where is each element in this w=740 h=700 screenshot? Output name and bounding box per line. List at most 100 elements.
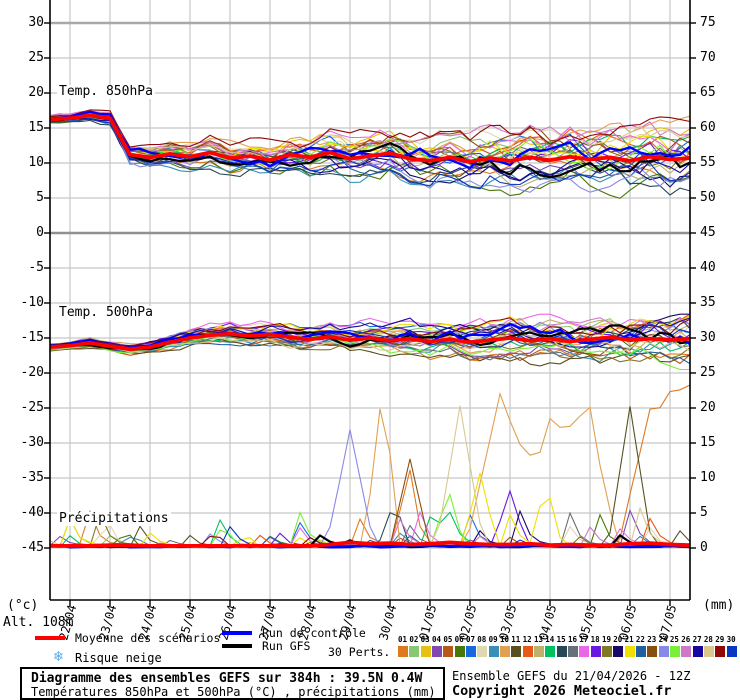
pert-number: 30 [726, 635, 736, 644]
copyright-label: Copyright 2026 Meteociel.fr [452, 683, 672, 699]
pert-number: 26 [681, 635, 691, 644]
y-right-tick-label: 15 [700, 435, 716, 450]
series-precip-pert-24 [50, 429, 690, 548]
pert-number: 08 [477, 635, 487, 644]
pert-color-swatch [647, 646, 658, 657]
ensemble-series [50, 109, 690, 549]
y-left-tick-label: 5 [36, 190, 44, 205]
y-right-tick-label: 65 [700, 85, 716, 100]
y-left-tick-label: 15 [28, 120, 44, 135]
series-precip-pert-21 [50, 472, 690, 548]
footer-info-box: Diagramme des ensembles GEFS sur 384h : … [20, 667, 445, 700]
pert-color-swatch [579, 646, 590, 657]
pert-number: 04 [431, 635, 442, 644]
pert-number: 25 [669, 635, 679, 644]
pert-number: 06 [454, 635, 464, 644]
y-right-tick-label: 20 [700, 400, 716, 415]
pert-color-swatch [431, 646, 442, 657]
right-axis-unit: (mm) [703, 598, 735, 613]
panel-label-precip: Précipitations [57, 511, 171, 526]
series-temp500-mean [50, 331, 690, 352]
pert-color-swatch [420, 646, 431, 657]
series-temp850-gfs [50, 114, 690, 179]
y-left-tick-label: -15 [20, 330, 44, 345]
y-left-tick-label: -30 [20, 435, 44, 450]
y-left-tick-label: -45 [20, 540, 44, 555]
pert-color-swatch [545, 646, 556, 657]
series-temp500-pert-27 [50, 317, 690, 348]
pert-number: 03 [420, 635, 430, 644]
pert-color-swatch [499, 646, 510, 657]
axes [44, 0, 696, 606]
pert-color-swatch [533, 646, 544, 657]
y-right-tick-label: 60 [700, 120, 716, 135]
pert-number: 14 [545, 635, 555, 644]
y-left-tick-label: -20 [20, 365, 44, 380]
y-left-tick-label: 20 [28, 85, 44, 100]
y-left-tick-label: -5 [28, 260, 44, 275]
legend-control-label: Run de contrôle [262, 626, 366, 640]
pert-number: 29 [715, 635, 725, 644]
pert-color-swatch [522, 646, 533, 657]
series-temp500-pert-29 [50, 317, 690, 347]
pert-color-swatch [601, 646, 612, 657]
pert-color-swatch [703, 646, 714, 657]
pert-number: 21 [624, 635, 634, 644]
pert-color-swatch [613, 646, 624, 657]
pert-number: 17 [579, 635, 589, 644]
y-right-tick-label: 55 [700, 155, 716, 170]
y-left-tick-label: 0 [36, 225, 44, 240]
y-left-tick-label: -40 [20, 505, 44, 520]
pert-number: 10 [499, 635, 509, 644]
pert-color-swatch [658, 646, 669, 657]
pert-number: 02 [409, 635, 419, 644]
pert-number: 12 [522, 635, 532, 644]
y-right-tick-label: 70 [700, 50, 716, 65]
y-right-tick-label: 10 [700, 470, 716, 485]
y-left-tick-label: 25 [28, 50, 44, 65]
pert-color-swatch [692, 646, 703, 657]
altitude-label: Alt. 108m [3, 615, 74, 630]
pert-color-swatch [715, 646, 726, 657]
pert-color-swatch [635, 646, 646, 657]
pert-number: 01 [398, 635, 408, 644]
y-right-tick-label: 5 [700, 505, 708, 520]
legend-gfs-label: Run GFS [262, 639, 311, 653]
pert-number: 07 [465, 635, 475, 644]
pert-color-swatch [409, 646, 420, 657]
pert-color-swatch [567, 646, 578, 657]
y-left-tick-label: 30 [28, 15, 44, 30]
pert-color-swatch [726, 646, 737, 657]
pert-color-swatch [454, 646, 465, 657]
pert-color-swatch [398, 646, 408, 657]
pert-number: 15 [556, 635, 566, 644]
diagram-title: Diagramme des ensembles GEFS sur 384h : … [31, 671, 423, 686]
series-temp500-pert-01 [50, 336, 690, 362]
pert-number: 11 [511, 635, 521, 644]
y-right-tick-label: 50 [700, 190, 716, 205]
pert-color-swatch [465, 646, 476, 657]
gridlines [50, 0, 690, 600]
y-right-tick-label: 0 [700, 540, 708, 555]
x-axis-label: 30/04 [376, 603, 399, 642]
pert-number: 28 [703, 635, 713, 644]
y-right-tick-label: 45 [700, 225, 716, 240]
y-right-tick-label: 75 [700, 15, 716, 30]
pert-color-swatch [624, 646, 635, 657]
legend-gfs-swatch [222, 644, 252, 648]
pert-number: 23 [647, 635, 657, 644]
pert-color-swatch [590, 646, 601, 657]
pert-color-swatch [669, 646, 680, 657]
y-left-tick-label: -25 [20, 400, 44, 415]
pert-color-swatch [488, 646, 499, 657]
pert-number: 13 [533, 635, 543, 644]
panel-label-temp850: Temp. 850hPa [57, 84, 155, 99]
series-temp850-pert-30 [50, 117, 690, 190]
pert-number: 18 [590, 635, 600, 644]
legend-mean-swatch [35, 636, 65, 640]
y-left-tick-label: -35 [20, 470, 44, 485]
panel-label-temp500: Temp. 500hPa [57, 305, 155, 320]
pert-number: 16 [567, 635, 577, 644]
pert-number: 19 [601, 635, 611, 644]
